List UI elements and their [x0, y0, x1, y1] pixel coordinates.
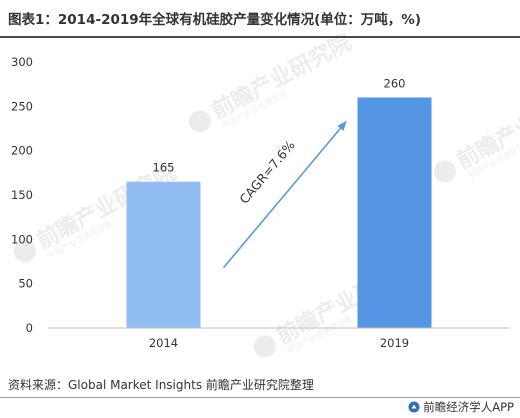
chart-title: 图表1：2014-2019年全球有机硅胶产量变化情况(单位：万吨，%) — [8, 12, 422, 28]
watermark-logo-icon — [188, 110, 211, 133]
watermark-logo-icon — [13, 240, 36, 263]
bar-2019 — [357, 97, 432, 328]
bar-2014 — [126, 181, 201, 328]
x-tick-label: 2014 — [149, 336, 178, 350]
bars-group: 165 260 — [126, 76, 432, 328]
y-tick-label: 150 — [11, 188, 33, 202]
brand-logo-icon — [408, 401, 420, 413]
title-divider — [0, 36, 520, 38]
watermark-logo-icon — [253, 335, 276, 358]
y-axis: 0 50 100 150 200 250 300 — [11, 55, 33, 335]
y-tick-label: 300 — [11, 55, 33, 69]
y-tick-label: 250 — [11, 99, 33, 113]
x-tick-label: 2019 — [380, 336, 409, 350]
data-label-2019: 260 — [384, 76, 406, 90]
y-tick-label: 100 — [11, 232, 33, 246]
annotation-layer: CAGR=7.6% — [222, 120, 347, 269]
x-axis: 2014 2019 — [48, 327, 510, 350]
source-note: 资料来源：Global Market Insights 前瞻产业研究院整理 — [8, 378, 314, 392]
watermark-text: 前瞻产业研究院 — [207, 29, 355, 124]
footer-divider — [0, 397, 520, 398]
y-tick-label: 50 — [18, 277, 33, 291]
y-tick-label: 0 — [26, 321, 33, 335]
cagr-label: CAGR=7.6% — [236, 137, 297, 206]
watermark-logo-icon — [433, 160, 456, 183]
y-tick-label: 200 — [11, 144, 33, 158]
cagr-arrow — [222, 120, 347, 269]
watermark-text: 前瞻产业研究院 — [452, 79, 520, 174]
brand-tag: 前瞻经济学人APP — [408, 399, 514, 415]
data-label-2014: 165 — [153, 161, 175, 175]
brand-name: 前瞻经济学人APP — [423, 400, 514, 414]
